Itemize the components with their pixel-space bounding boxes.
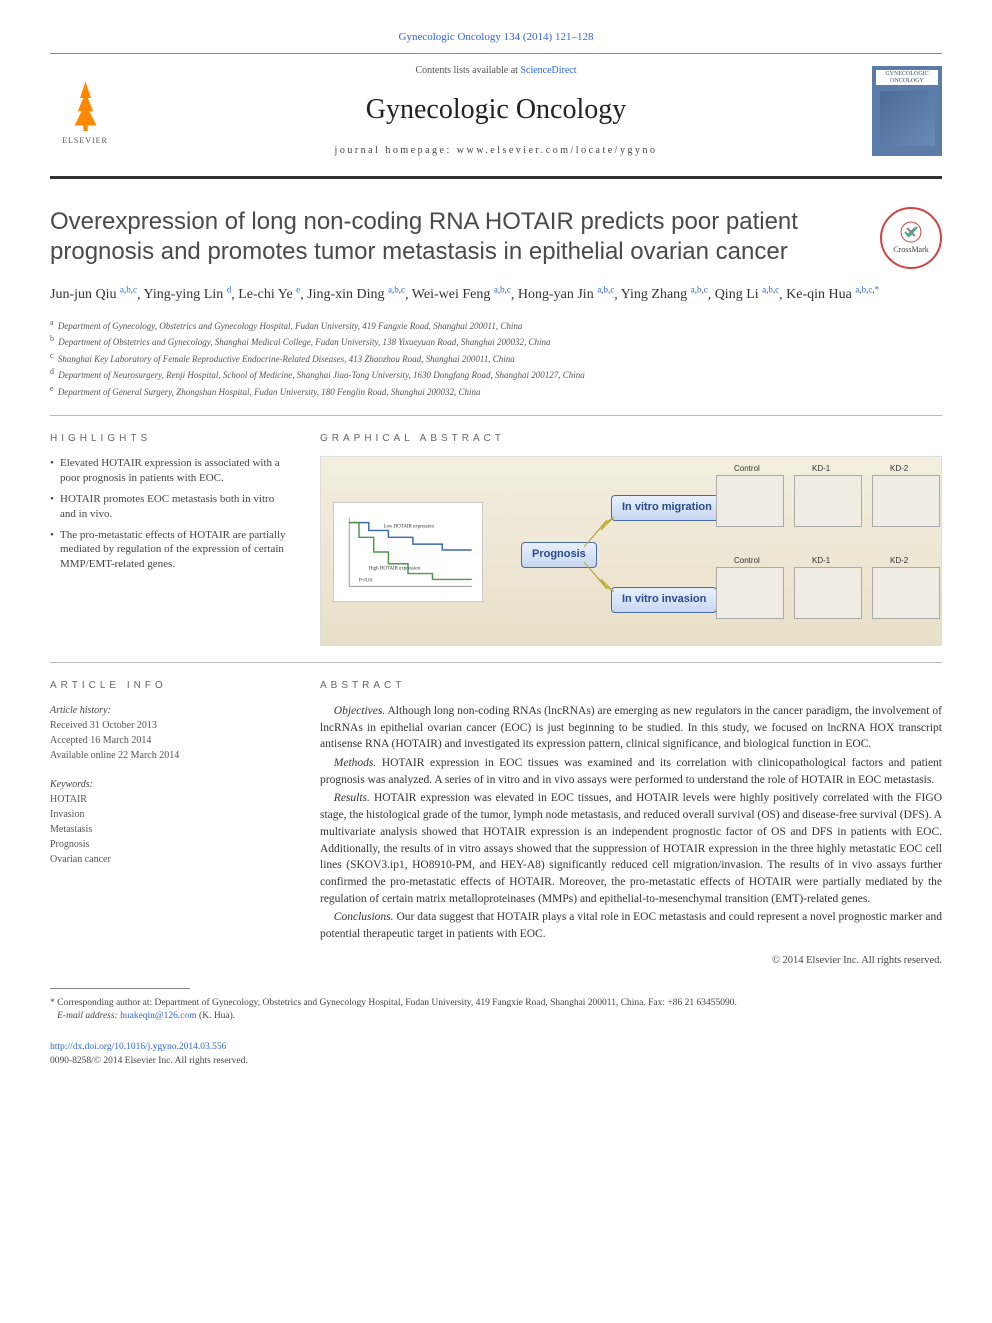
arrow-up-icon [579, 512, 619, 552]
masthead: ELSEVIER Contents lists available at Sci… [50, 53, 942, 178]
ga-migration-thumb [794, 475, 862, 527]
objectives-head: Objectives. [334, 705, 385, 717]
results-text: HOTAIR expression was elevated in EOC ti… [320, 792, 942, 904]
author: Jun-jun Qiu a,b,c [50, 287, 137, 302]
crossmark-badge[interactable]: CrossMark [880, 207, 942, 269]
author: Wei-wei Feng a,b,c [412, 287, 511, 302]
ga-invasion-thumb [794, 567, 862, 619]
contents-line: Contents lists available at ScienceDirec… [140, 64, 852, 78]
author: Ying-ying Lin d [143, 287, 231, 302]
doi-link[interactable]: http://dx.doi.org/10.1016/j.ygyno.2014.0… [50, 1042, 226, 1052]
svg-text:P<0.01: P<0.01 [359, 579, 374, 584]
author: Le-chi Ye e [238, 287, 300, 302]
affiliation: e Department of General Surgery, Zhongsh… [50, 383, 942, 400]
objectives-text: Although long non-coding RNAs (lncRNAs) … [320, 705, 942, 750]
highlight-item: The pro-metastatic effects of HOTAIR are… [50, 528, 290, 573]
keyword: Invasion [50, 807, 290, 822]
graphical-abstract-label: GRAPHICAL ABSTRACT [320, 432, 942, 446]
keywords-head: Keywords: [50, 777, 290, 792]
separator [50, 415, 942, 416]
received-date: Received 31 October 2013 [50, 718, 290, 733]
article-title: Overexpression of long non-coding RNA HO… [50, 207, 860, 267]
svg-text:Low HOTAIR expression: Low HOTAIR expression [384, 525, 435, 530]
elsevier-logo: ELSEVIER [50, 71, 120, 151]
ga-thumb-label: Control [734, 555, 760, 566]
affiliation: c Shanghai Key Laboratory of Female Repr… [50, 350, 942, 367]
doi-block: http://dx.doi.org/10.1016/j.ygyno.2014.0… [50, 1041, 942, 1068]
tree-icon [58, 76, 113, 131]
conclusions-text: Our data suggest that HOTAIR plays a vit… [320, 911, 942, 940]
methods-head: Methods. [334, 757, 376, 769]
cover-label: GYNECOLOGIC ONCOLOGY [876, 70, 938, 85]
keyword: HOTAIR [50, 792, 290, 807]
journal-reference: Gynecologic Oncology 134 (2014) 121–128 [50, 30, 942, 45]
crossmark-label: CrossMark [893, 244, 929, 255]
history-head: Article history: [50, 703, 290, 718]
author: Hong-yan Jin a,b,c [518, 287, 614, 302]
affiliation: b Department of Obstetrics and Gynecolog… [50, 333, 942, 350]
ga-thumb-label: KD-2 [890, 555, 908, 566]
results-head: Results. [334, 792, 370, 804]
methods-text: HOTAIR expression in EOC tissues was exa… [320, 757, 942, 786]
ga-box-migration: In vitro migration [611, 495, 723, 520]
arrow-down-icon [579, 557, 619, 597]
article-info: Article history: Received 31 October 201… [50, 703, 290, 867]
keyword: Prognosis [50, 837, 290, 852]
issn-copyright: 0090-8258/© 2014 Elsevier Inc. All right… [50, 1056, 248, 1066]
author: Ke-qin Hua a,b,c,* [786, 287, 879, 302]
footnote-separator [50, 988, 190, 989]
ga-thumb-label: KD-1 [812, 463, 830, 474]
crossmark-icon [899, 220, 923, 244]
ga-migration-thumb [716, 475, 784, 527]
corresponding-footnote: * Corresponding author at: Department of… [50, 997, 942, 1024]
abstract-label: ABSTRACT [320, 679, 942, 693]
separator [50, 662, 942, 663]
highlight-item: HOTAIR promotes EOC metastasis both in v… [50, 492, 290, 522]
graphical-abstract: Low HOTAIR expression High HOTAIR expres… [320, 456, 942, 646]
ga-invasion-thumb [716, 567, 784, 619]
authors: Jun-jun Qiu a,b,c, Ying-ying Lin d, Le-c… [50, 283, 942, 307]
affiliation: d Department of Neurosurgery, Renji Hosp… [50, 366, 942, 383]
corresponding-email-link[interactable]: huakeqin@126.com [120, 1011, 197, 1021]
sciencedirect-link[interactable]: ScienceDirect [520, 65, 576, 76]
author: Qing Li a,b,c [715, 287, 779, 302]
highlights-label: HIGHLIGHTS [50, 432, 290, 446]
ga-invasion-thumb [872, 567, 940, 619]
affiliation: a Department of Gynecology, Obstetrics a… [50, 317, 942, 334]
cover-thumbnail [880, 91, 935, 146]
highlight-item: Elevated HOTAIR expression is associated… [50, 456, 290, 486]
journal-homepage: journal homepage: www.elsevier.com/locat… [140, 144, 852, 158]
svg-text:High HOTAIR expression: High HOTAIR expression [369, 567, 421, 572]
conclusions-head: Conclusions. [334, 911, 394, 923]
ga-thumb-label: Control [734, 463, 760, 474]
journal-cover: GYNECOLOGIC ONCOLOGY [872, 66, 942, 156]
article-info-label: ARTICLE INFO [50, 679, 290, 693]
author: Ying Zhang a,b,c [621, 287, 708, 302]
author: Jing-xin Ding a,b,c [307, 287, 405, 302]
survival-chart: Low HOTAIR expression High HOTAIR expres… [333, 502, 483, 602]
keyword: Ovarian cancer [50, 852, 290, 867]
abstract-copyright: © 2014 Elsevier Inc. All rights reserved… [320, 953, 942, 968]
ga-box-invasion: In vitro invasion [611, 587, 717, 612]
accepted-date: Accepted 16 March 2014 [50, 733, 290, 748]
journal-name: Gynecologic Oncology [140, 90, 852, 129]
publisher-label: ELSEVIER [62, 135, 108, 146]
affiliations: a Department of Gynecology, Obstetrics a… [50, 317, 942, 400]
ga-migration-thumb [872, 475, 940, 527]
ga-thumb-label: KD-2 [890, 463, 908, 474]
keyword: Metastasis [50, 822, 290, 837]
highlights: Elevated HOTAIR expression is associated… [50, 456, 290, 572]
abstract: Objectives. Although long non-coding RNA… [320, 703, 942, 968]
ga-thumb-label: KD-1 [812, 555, 830, 566]
online-date: Available online 22 March 2014 [50, 748, 290, 763]
